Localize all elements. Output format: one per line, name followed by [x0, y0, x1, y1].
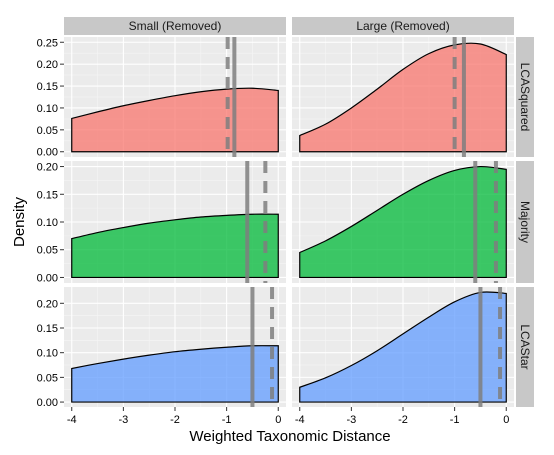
x-tick-label: -4	[67, 414, 77, 426]
panels-layer	[64, 37, 514, 407]
x-tick-label: 0	[503, 414, 509, 426]
strip-background	[64, 17, 286, 35]
y-tick-label: 0.25	[37, 37, 58, 49]
density-area	[299, 165, 507, 279]
row-strip-0: LCASquared	[516, 37, 534, 157]
panel-r0-c1	[292, 37, 514, 157]
strips-layer: Small (Removed) Large (Removed) LCASquared…	[64, 17, 534, 407]
y-tick-label: 0.20	[37, 59, 58, 71]
row-strip-label: LCAStar	[518, 324, 532, 369]
x-tick-label: -1	[222, 414, 232, 426]
column-strip-0: Small (Removed)	[64, 17, 286, 35]
y-tick-label: 0.15	[37, 81, 58, 93]
y-tick-label: 0.05	[37, 125, 58, 137]
y-tick-label: 0.05	[37, 372, 58, 384]
x-tick-label: -2	[398, 414, 408, 426]
x-tick-label: -3	[118, 414, 128, 426]
panel-r1-c1	[292, 161, 514, 283]
column-strip-label: Large (Removed)	[356, 19, 449, 33]
panel-r0-c0	[64, 37, 286, 157]
row-strip-label: Majority	[518, 201, 532, 243]
x-tick-label: -1	[450, 414, 460, 426]
y-tick-label: 0.15	[37, 323, 58, 335]
row-strip-1: Majority	[516, 161, 534, 283]
column-strip-1: Large (Removed)	[292, 17, 514, 35]
panel-r2-c0	[64, 287, 286, 407]
strip-background	[516, 161, 534, 283]
panel-r1-c0	[64, 161, 286, 283]
row-strip-label: LCASquared	[518, 63, 532, 132]
y-tick-label: 0.05	[37, 245, 58, 257]
density-area	[71, 213, 279, 279]
strip-background	[516, 287, 534, 407]
axes-layer: 0.00 0.05 0.10 0.15 0.20 0.25 0.00 0.05 0.10 0.15…	[37, 37, 510, 426]
strip-background	[516, 37, 534, 157]
y-tick-label: 0.20	[37, 162, 58, 174]
density-area	[71, 345, 279, 403]
y-axis-title: Density	[11, 196, 28, 247]
panel-r2-c1	[292, 287, 514, 407]
density-area	[299, 291, 507, 403]
y-tick-label: 0.10	[37, 348, 58, 360]
y-tick-label: 0.15	[37, 189, 58, 201]
row-strip-2: LCAStar	[516, 287, 534, 407]
y-tick-label: 0.00	[37, 272, 58, 284]
y-tick-label: 0.20	[37, 298, 58, 310]
y-tick-label: 0.10	[37, 103, 58, 115]
x-tick-label: -2	[170, 414, 180, 426]
y-tick-label: 0.00	[37, 147, 58, 159]
x-tick-label: 0	[275, 414, 281, 426]
y-tick-label: 0.10	[37, 217, 58, 229]
y-tick-label: 0.00	[37, 397, 58, 409]
x-tick-label: -3	[346, 414, 356, 426]
x-axis-title: Weighted Taxonomic Distance	[189, 428, 390, 445]
strip-background	[292, 17, 514, 35]
x-tick-label: -4	[295, 414, 305, 426]
column-strip-label: Small (Removed)	[129, 19, 222, 33]
